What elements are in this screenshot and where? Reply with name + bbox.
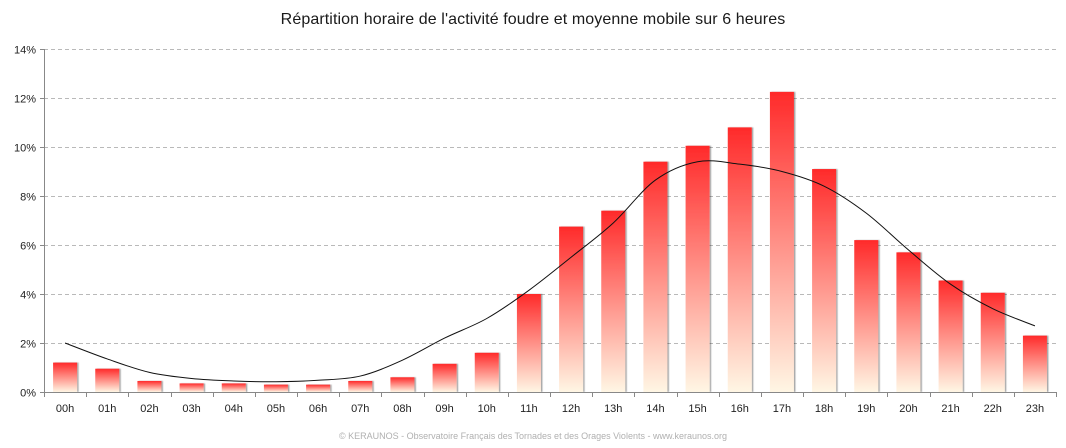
bar-04h — [221, 383, 246, 392]
x-tick-label: 22h — [984, 403, 1002, 415]
bar-14h — [643, 161, 668, 392]
y-tick-label: 4% — [20, 290, 36, 302]
x-tick-label: 10h — [478, 403, 496, 415]
y-tick-label: 6% — [20, 241, 36, 253]
bar-15h — [685, 145, 710, 392]
y-tick-label: 0% — [20, 388, 36, 400]
bar-02h — [137, 380, 162, 392]
bar-13h — [601, 210, 626, 392]
bar-00h — [53, 362, 78, 392]
bar-20h — [896, 252, 921, 392]
bar-16h — [727, 127, 752, 393]
x-tick-label: 04h — [225, 403, 243, 415]
bar-22h — [980, 292, 1005, 392]
moving-average-series — [64, 160, 1036, 383]
bar-05h — [263, 384, 288, 392]
copyright-footer: © KERAUNOS - Observatoire Français des T… — [339, 431, 727, 441]
x-tick-label: 20h — [899, 403, 917, 415]
bar-11h — [516, 294, 541, 392]
moving-average-line — [64, 160, 1036, 383]
bar-07h — [348, 380, 373, 392]
x-tick-label: 17h — [773, 403, 791, 415]
bar-18h — [812, 169, 837, 392]
x-tick-label: 03h — [182, 403, 200, 415]
x-tick-label: 15h — [688, 403, 706, 415]
x-tick-label: 07h — [351, 403, 369, 415]
y-axis: 0% 2% 4% 6% 8% 10% 12% 14% — [14, 45, 45, 400]
bar-09h — [432, 363, 457, 392]
bar-08h — [390, 377, 415, 392]
x-tick-label: 18h — [815, 403, 833, 415]
x-tick-label: 14h — [646, 403, 664, 415]
x-tick-label: 00h — [56, 403, 74, 415]
y-tick-label: 2% — [20, 339, 36, 351]
x-tick-label: 11h — [520, 403, 538, 415]
bar-10h — [474, 352, 499, 392]
bar-23h — [1022, 335, 1047, 392]
x-axis: 00h 01h 02h 03h 04h 05h 06h 07h 08h 09h 10h 11h 12h 1… — [44, 392, 1057, 415]
x-tick-label: 06h — [309, 403, 327, 415]
bar-03h — [179, 383, 204, 392]
grid-lines — [44, 49, 1056, 344]
bar-21h — [938, 280, 963, 392]
x-tick-label: 09h — [435, 403, 453, 415]
x-tick-label: 16h — [731, 403, 749, 415]
chart-title: Répartition horaire de l'activité foudre… — [280, 11, 786, 28]
x-tick-label: 19h — [857, 403, 875, 415]
x-tick-label: 05h — [267, 403, 285, 415]
x-tick-label: 08h — [393, 403, 411, 415]
bar-series — [53, 91, 1047, 393]
x-tick-label: 01h — [98, 403, 116, 415]
x-tick-label: 02h — [140, 403, 158, 415]
x-tick-label: 21h — [941, 403, 959, 415]
bar-17h — [769, 91, 794, 392]
x-tick-label: 12h — [562, 403, 580, 415]
x-tick-label: 23h — [1026, 403, 1044, 415]
y-tick-label: 10% — [14, 143, 36, 155]
bar-19h — [854, 240, 879, 392]
bar-01h — [95, 368, 120, 392]
y-tick-label: 12% — [14, 94, 36, 106]
y-tick-label: 14% — [14, 45, 36, 57]
bar-06h — [306, 384, 331, 392]
x-tick-label: 13h — [604, 403, 622, 415]
y-tick-label: 8% — [20, 192, 36, 204]
bar-12h — [559, 226, 584, 392]
